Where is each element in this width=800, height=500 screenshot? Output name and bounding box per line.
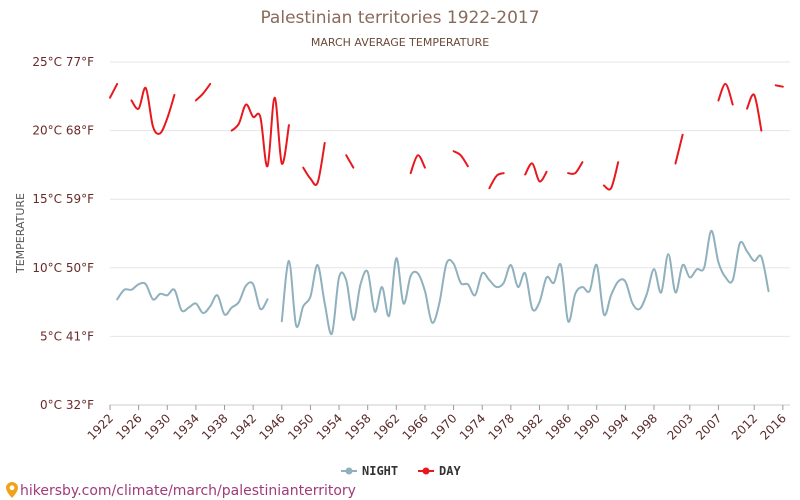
x-tick-label: 1958: [342, 411, 373, 442]
day-line-segment: [746, 93, 763, 132]
series-day: [109, 82, 784, 191]
y-axis: 0°C 32°F 5°C 41°F 10°C 50°F 15°C 59°F 20°C 6…: [32, 55, 94, 412]
x-tick-label: 1922: [85, 411, 116, 442]
day-line-segment: [524, 162, 548, 183]
x-tick-label: 1978: [485, 411, 516, 442]
day-line-segment: [488, 172, 505, 190]
night-line-segment: [116, 281, 269, 316]
legend: NIGHT DAY: [341, 464, 461, 478]
x-tick-label: 1986: [543, 411, 574, 442]
x-tick-label: 1950: [285, 411, 316, 442]
x-tick-label: 2016: [757, 411, 788, 442]
x-tick-label: 1974: [457, 411, 488, 442]
y-tick-label: 5°C 41°F: [40, 329, 94, 343]
day-line-segment: [409, 154, 426, 175]
legend-night-label: NIGHT: [362, 464, 398, 478]
series-night: [116, 229, 770, 336]
x-tick-label: 1934: [171, 411, 202, 442]
x-tick-label: 2012: [729, 411, 760, 442]
x-tick-label: 1982: [514, 411, 545, 442]
x-tick-label: 1930: [142, 411, 173, 442]
day-line-segment: [130, 87, 176, 135]
chart-subtitle: MARCH AVERAGE TEMPERATURE: [311, 36, 489, 49]
x-tick-label: 1966: [400, 411, 431, 442]
day-line-segment: [230, 96, 290, 168]
y-tick-label: 25°C 77°F: [32, 55, 94, 69]
day-line-segment: [194, 82, 212, 102]
day-line-segment: [567, 161, 584, 175]
day-line-segment: [452, 150, 469, 168]
location-pin-icon: [6, 482, 18, 498]
legend-night-marker: [345, 467, 353, 475]
y-tick-label: 15°C 59°F: [32, 192, 94, 206]
x-tick-label: 1954: [314, 411, 345, 442]
day-line-segment: [302, 141, 326, 186]
day-line-segment: [109, 82, 119, 99]
x-tick-label: 1938: [199, 411, 230, 442]
x-tick-label: 1962: [371, 411, 402, 442]
legend-day-marker: [422, 467, 430, 475]
x-tick-label: 1942: [228, 411, 259, 442]
night-line-segment: [280, 229, 770, 336]
x-tick-label: 1998: [629, 411, 660, 442]
x-tick-label: 1946: [256, 411, 287, 442]
y-tick-label: 20°C 68°F: [32, 124, 94, 138]
legend-day-label: DAY: [439, 464, 461, 478]
day-line-segment: [717, 82, 734, 106]
day-line-segment: [602, 161, 620, 191]
x-tick-label: 1990: [571, 411, 602, 442]
y-tick-label: 10°C 50°F: [32, 261, 94, 275]
series-layer: [109, 82, 784, 336]
x-tick-label: 2003: [664, 411, 695, 442]
watermark-link: hikersby.com/climate/march/palestiniante…: [20, 483, 356, 499]
y-tick-label: 0°C 32°F: [40, 398, 94, 412]
day-line-segment: [774, 84, 784, 88]
y-axis-label: TEMPERATURE: [14, 193, 27, 274]
day-line-segment: [674, 133, 684, 165]
x-tick-label: 2007: [693, 411, 724, 442]
grid: [110, 61, 790, 406]
chart-title: Palestinian territories 1922-2017: [260, 8, 539, 28]
x-axis: 1922192619301934193819421946195019541958…: [85, 405, 789, 443]
legend-item-night[interactable]: NIGHT: [341, 464, 398, 478]
x-tick-label: 1994: [600, 411, 631, 442]
x-tick-label: 1970: [428, 411, 459, 442]
x-tick-label: 1926: [113, 411, 144, 442]
watermark[interactable]: hikersby.com/climate/march/palestiniante…: [6, 482, 356, 499]
day-line-segment: [345, 154, 355, 169]
legend-item-day[interactable]: DAY: [418, 464, 461, 478]
